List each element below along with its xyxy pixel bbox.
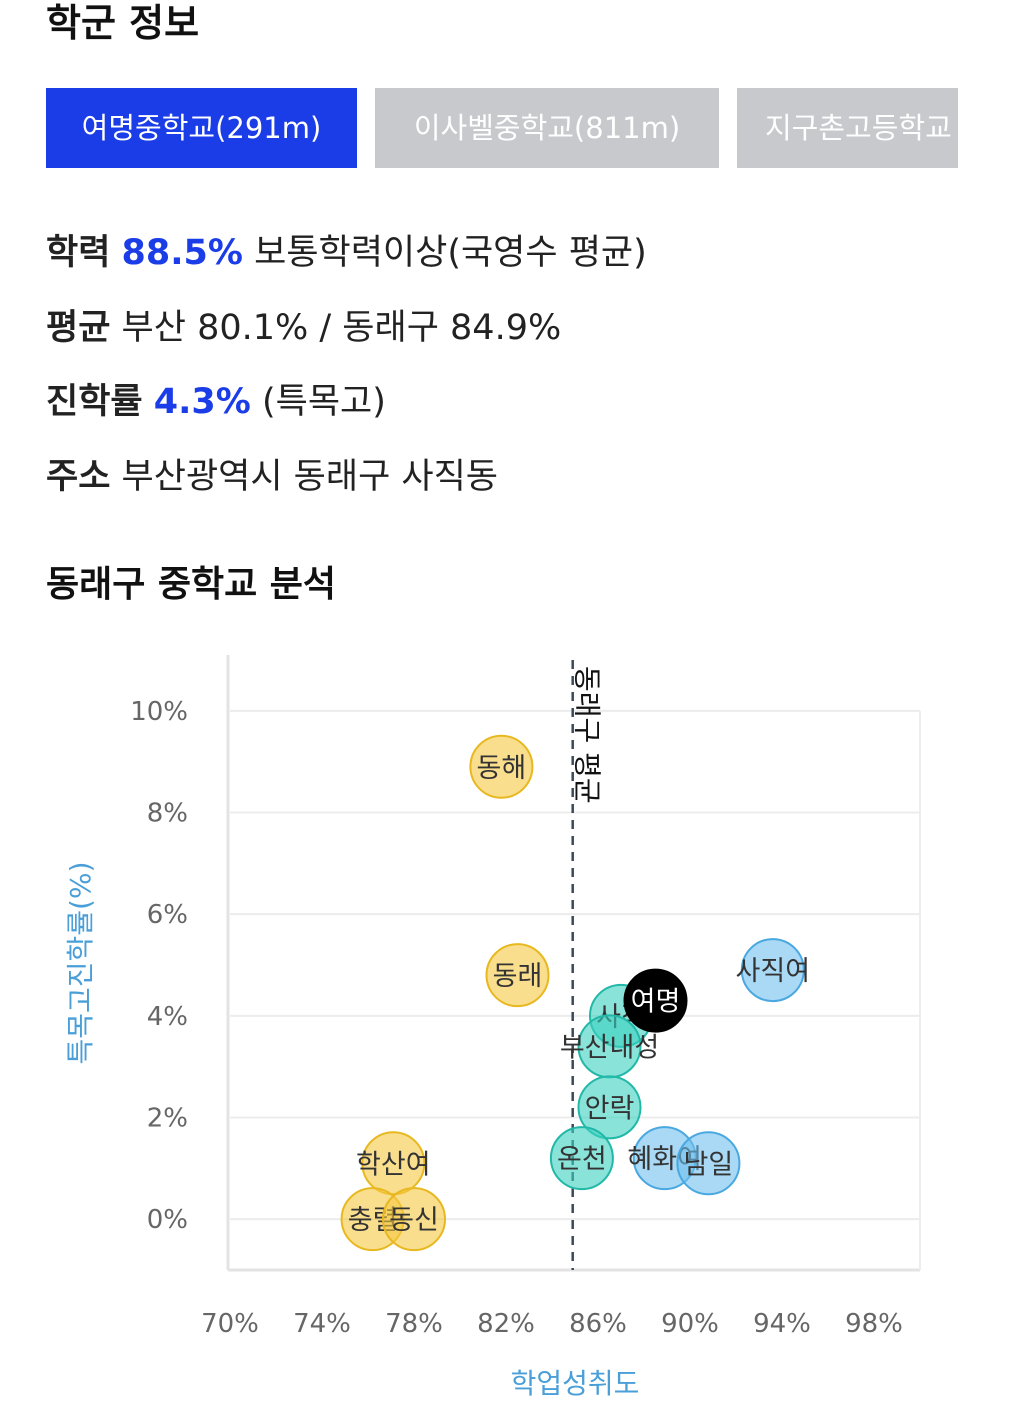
bubble-label: 사직여 — [736, 956, 811, 987]
bubble — [676, 1131, 741, 1196]
bubble — [382, 1187, 446, 1252]
tab-isabel-middle[interactable]: 이사벨중학교(811m) — [375, 88, 719, 168]
scatter-chart: 0% 2% 4% 6% 8% 10% 70% 74% 78% 82% 86% 90% 94% 98% 학업성… — [64, 655, 921, 1400]
y-tick-label: 0% — [147, 1205, 188, 1235]
info-address: 주소 부산광역시 동래구 사직동 — [46, 448, 498, 499]
x-tick-label: 98% — [845, 1309, 903, 1339]
x-tick-label: 78% — [385, 1309, 443, 1339]
info-average: 평균 부산 80.1% / 동래구 84.9% — [46, 299, 561, 350]
bubble — [549, 1126, 614, 1191]
x-tick-label: 82% — [477, 1309, 535, 1339]
bubble-label: 동신 — [389, 1205, 439, 1236]
bubble-label: 학산여 — [356, 1149, 431, 1180]
bubble-label: 안락 — [585, 1093, 635, 1124]
bubble — [623, 968, 688, 1033]
x-tick-label: 90% — [661, 1309, 719, 1339]
bubble-label: 여명 — [631, 987, 681, 1018]
x-tick-label: 86% — [569, 1309, 627, 1339]
info-address-text: 부산광역시 동래구 사직동 — [121, 457, 498, 497]
section-title-school-info: 학군 정보 — [46, 1, 200, 45]
bubble-label: 동해 — [477, 753, 527, 784]
bubble-label: 동래 — [493, 961, 543, 992]
y-tick-label: 6% — [147, 900, 188, 930]
info-advancement-desc: (특목고) — [261, 382, 386, 422]
y-tick-label: 10% — [130, 697, 188, 727]
school-tabs: 여명중학교(291m) 이사벨중학교(811m) 지구촌고등학교 — [46, 88, 958, 168]
x-axis-title: 학업성취도 — [511, 1367, 640, 1400]
x-tick-label: 94% — [753, 1309, 811, 1339]
bubble — [577, 1075, 642, 1140]
bubble — [469, 734, 534, 799]
info-advancement-value: 4.3% — [153, 382, 251, 422]
info-academic: 학력 88.5% 보통학력이상(국영수 평균) — [46, 224, 647, 275]
bubble — [485, 943, 550, 1008]
y-tick-label: 2% — [147, 1104, 188, 1134]
info-academic-value: 88.5% — [121, 233, 243, 273]
info-average-text: 부산 80.1% / 동래구 84.9% — [121, 308, 562, 348]
info-advancement-label: 진학률 — [46, 382, 143, 422]
bubble — [361, 1131, 426, 1196]
info-advancement: 진학률 4.3% (특목고) — [46, 373, 386, 424]
bubble-label: 부산내성 — [560, 1032, 659, 1063]
bubble-label: 온천 — [557, 1144, 607, 1175]
bubble — [740, 938, 805, 1003]
x-tick-label: 74% — [293, 1309, 351, 1339]
tab-global-high[interactable]: 지구촌고등학교 — [737, 88, 958, 168]
info-address-label: 주소 — [46, 457, 111, 497]
y-tick-label: 8% — [147, 799, 188, 829]
reference-line-label: 동래구 평균 — [571, 666, 604, 804]
info-average-label: 평균 — [46, 308, 111, 348]
tab-yeomyung-middle[interactable]: 여명중학교(291m) — [46, 88, 357, 168]
section-title-analysis: 동래구 중학교 분석 — [46, 564, 337, 605]
y-tick-label: 4% — [147, 1002, 188, 1032]
bubble-label: 남일 — [684, 1149, 734, 1180]
info-academic-label: 학력 — [46, 233, 111, 273]
y-axis-title: 특목고진학률(%) — [64, 861, 97, 1064]
x-tick-label: 70% — [201, 1309, 259, 1339]
info-academic-desc: 보통학력이상(국영수 평균) — [254, 233, 647, 273]
